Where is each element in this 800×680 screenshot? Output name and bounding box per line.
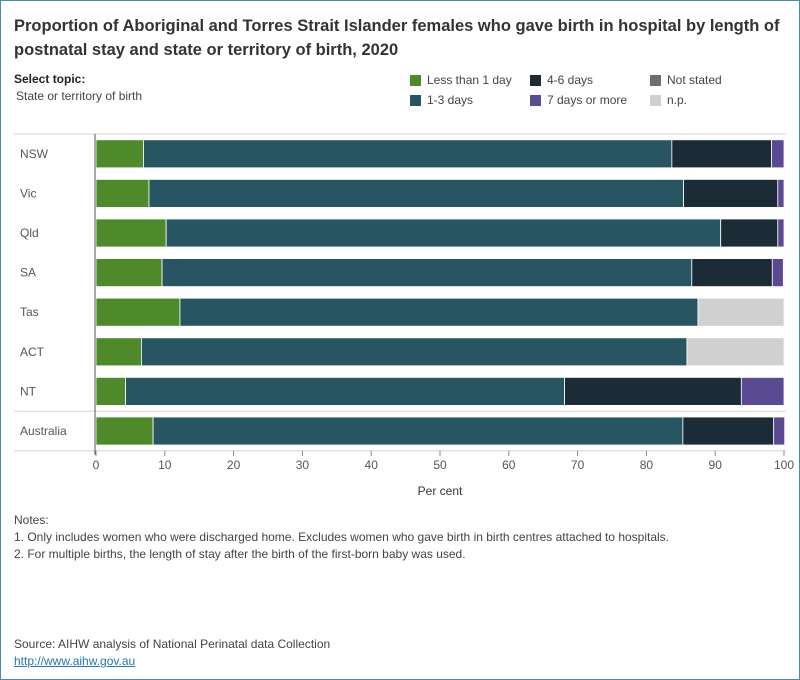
chart-title: Proportion of Aboriginal and Torres Stra… xyxy=(14,17,780,59)
x-tick-label: 50 xyxy=(433,458,447,472)
bar-segment xyxy=(179,297,699,327)
category-label: ACT xyxy=(20,345,45,359)
bar-segment xyxy=(686,337,785,367)
bar-segment xyxy=(564,376,742,406)
x-tick-label: 80 xyxy=(640,458,654,472)
legend-label: Less than 1 day xyxy=(427,73,512,87)
bar-segment xyxy=(141,337,688,367)
bar-segment xyxy=(683,179,779,208)
bar-segment xyxy=(691,258,773,288)
x-tick-label: 20 xyxy=(227,458,241,472)
note-2: 2. For multiple births, the length of st… xyxy=(14,547,466,561)
bar-segment xyxy=(777,179,785,208)
legend-swatch xyxy=(530,94,541,106)
bar-segment xyxy=(95,337,142,367)
x-tick-label: 60 xyxy=(502,458,516,472)
bar-segment xyxy=(697,297,785,327)
legend-swatch xyxy=(410,74,421,86)
topic-selector[interactable]: State or territory of birth xyxy=(16,89,143,103)
x-tick-label: 40 xyxy=(365,458,379,472)
bar-segment xyxy=(740,376,785,406)
category-label: Tas xyxy=(20,305,39,319)
bar-segment xyxy=(95,416,154,446)
notes-heading: Notes: xyxy=(14,513,49,527)
bar-segment xyxy=(777,218,785,248)
notes: Notes: 1. Only includes women who were d… xyxy=(14,512,669,563)
source-text: Source: AIHW analysis of National Perina… xyxy=(14,637,331,651)
x-tick-label: 10 xyxy=(158,458,172,472)
legend-label: 4-6 days xyxy=(547,73,594,87)
bar-segment xyxy=(125,376,565,406)
bar-segment xyxy=(161,258,693,288)
category-label: SA xyxy=(20,266,36,280)
bar-segment xyxy=(771,139,785,169)
bar-segment xyxy=(771,258,784,288)
legend-item-not-stated[interactable]: Not stated xyxy=(650,73,722,87)
bar-segment xyxy=(95,218,167,248)
bar-chart: NSW Vic Qld SA Tas ACT NT Australia 0 10 20 30 40 50 6… xyxy=(14,133,794,498)
bar-segment xyxy=(682,416,775,446)
x-tick-label: 90 xyxy=(709,458,723,472)
legend-item-n-p-[interactable]: n.p. xyxy=(650,93,687,107)
bar-segment xyxy=(671,139,773,169)
legend-label: n.p. xyxy=(667,93,688,107)
legend-label: 7 days or more xyxy=(547,93,628,107)
category-label: NT xyxy=(20,384,37,398)
category-label: Qld xyxy=(20,226,39,240)
legend-label: 1-3 days xyxy=(427,93,474,107)
legend-item-4-6-days[interactable]: 4-6 days xyxy=(530,73,593,87)
bar-segment xyxy=(720,218,779,248)
category-label: NSW xyxy=(20,147,49,161)
x-tick-label: 70 xyxy=(571,458,585,472)
legend-label: Not stated xyxy=(667,73,722,87)
legend-swatch xyxy=(530,74,541,86)
topic-label: Select topic: xyxy=(14,72,86,86)
legend-swatch xyxy=(650,74,661,86)
category-label: Vic xyxy=(20,186,36,200)
bar-segment xyxy=(152,416,684,446)
legend-item-less-than-1-day[interactable]: Less than 1 day xyxy=(410,73,512,87)
legend-item-1-3-days[interactable]: 1-3 days xyxy=(410,93,473,107)
bar-segment xyxy=(143,139,673,169)
legend-swatch xyxy=(650,94,661,106)
bar-segment xyxy=(95,258,163,288)
x-tick-label: 100 xyxy=(774,458,794,472)
bar-segment xyxy=(95,297,181,327)
bar-segment xyxy=(95,179,150,208)
source-link[interactable]: http://www.aihw.gov.au xyxy=(14,654,136,668)
source: Source: AIHW analysis of National Perina… xyxy=(14,636,330,670)
bar-segment xyxy=(95,376,126,406)
bar-segment xyxy=(773,416,786,446)
x-tick-label: 0 xyxy=(93,458,100,472)
note-1: 1. Only includes women who were discharg… xyxy=(14,530,670,544)
x-tick-label: 30 xyxy=(296,458,310,472)
bar-segment xyxy=(165,218,722,248)
legend-swatch xyxy=(410,94,421,106)
bar-segment xyxy=(95,139,144,169)
bar-segment xyxy=(148,179,684,208)
x-axis-label: Per cent xyxy=(418,484,463,498)
category-label: Australia xyxy=(20,424,67,438)
legend-item-7-days-or-more[interactable]: 7 days or more xyxy=(530,93,627,107)
